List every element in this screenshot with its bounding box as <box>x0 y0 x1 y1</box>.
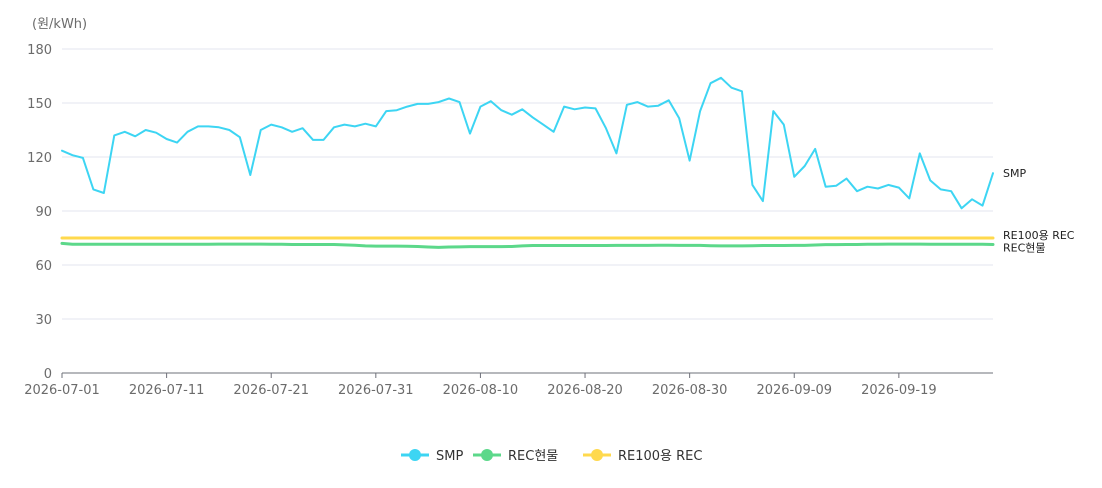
x-tick-label: 2026-07-11 <box>129 383 205 398</box>
series-line-0 <box>61 76 994 210</box>
series-lines <box>60 76 995 249</box>
x-tick-label: 2026-09-19 <box>861 383 937 398</box>
legend-marker-1 <box>481 449 493 461</box>
x-tick-label: 2026-08-20 <box>547 383 623 398</box>
y-tick-label: 60 <box>35 259 52 274</box>
x-tick-label: 2026-07-31 <box>338 383 414 398</box>
series-line-1 <box>60 241 995 249</box>
legend-marker-0 <box>409 449 421 461</box>
legend-item-0[interactable]: SMP <box>401 449 463 464</box>
series-end-label-1: REC현물 <box>1003 241 1046 254</box>
x-tick-label: 2026-07-01 <box>24 383 100 398</box>
y-tick-label: 30 <box>35 313 52 328</box>
y-tick-label: 0 <box>44 367 52 382</box>
series-end-label-2: RE100용 REC <box>1003 229 1075 242</box>
legend-label-2: RE100용 REC <box>618 449 702 464</box>
legend-item-2[interactable]: RE100용 REC <box>583 449 702 464</box>
axes: 0 30 60 90 120 150 180 2026-07-01 2026-07-11 2026… <box>24 43 993 398</box>
legend-item-1[interactable]: REC현물 <box>473 449 558 464</box>
y-tick-label: 150 <box>27 97 52 112</box>
grid-lines <box>62 48 993 320</box>
series-end-label-0: SMP <box>1003 167 1026 180</box>
x-tick-label: 2026-08-30 <box>652 383 728 398</box>
x-tick-label: 2026-09-09 <box>756 383 832 398</box>
x-tick-label: 2026-07-21 <box>233 383 309 398</box>
legend: SMP REC현물 RE100용 REC <box>401 449 702 464</box>
y-axis-unit-label: (원/kWh) <box>32 17 87 32</box>
y-tick-label: 120 <box>27 151 52 166</box>
y-tick-label: 90 <box>35 205 52 220</box>
x-tick-label: 2026-08-10 <box>443 383 519 398</box>
legend-label-1: REC현물 <box>508 449 558 464</box>
legend-label-0: SMP <box>436 449 463 464</box>
legend-marker-2 <box>591 449 603 461</box>
y-tick-label: 180 <box>27 43 52 58</box>
